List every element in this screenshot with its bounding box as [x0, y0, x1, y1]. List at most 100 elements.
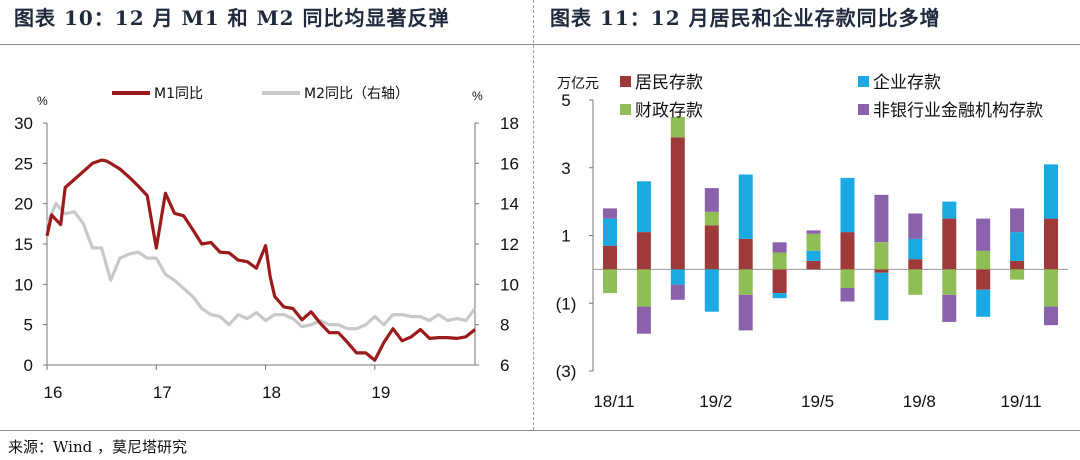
bar-legend-label: 企业存款 [873, 73, 941, 93]
bar-segment [806, 233, 821, 251]
bar-segment [603, 245, 617, 270]
bar-segment [942, 218, 957, 270]
bar-segment [1044, 269, 1058, 307]
footer-divider [0, 430, 1080, 431]
bar-segment [670, 137, 685, 270]
bar-segment [670, 269, 685, 285]
bar-segment [1044, 164, 1058, 219]
bar-segment [840, 232, 855, 270]
bar-x-tick-label: 19/2 [699, 392, 732, 411]
y-right-tick-label: 18 [500, 114, 519, 133]
bar-y-tick-label: 3 [561, 159, 570, 178]
bar-legend-label: 非银行业金融机构存款 [873, 101, 1043, 121]
bar-segment [874, 269, 889, 273]
bar-segment [1044, 306, 1058, 326]
y-left-tick-label: 15 [14, 235, 33, 254]
bar-segment [942, 269, 957, 295]
legend-label-m2: M2同比（右轴） [304, 86, 409, 102]
bar-segment [1010, 232, 1025, 261]
bar-segment [772, 242, 787, 253]
y-left-tick-label: 5 [24, 316, 33, 335]
y-right-tick-label: 8 [500, 316, 509, 335]
bar-legend-swatch [620, 76, 631, 87]
y-left-unit: % [37, 94, 48, 108]
y-left-tick-label: 25 [14, 154, 33, 173]
bar-segment [1044, 218, 1058, 270]
bar-segment [806, 250, 821, 261]
y-left-tick-label: 10 [14, 275, 33, 294]
m1-series-line [45, 158, 477, 362]
bar-segment [840, 269, 855, 288]
y-right-tick-label: 16 [500, 154, 519, 173]
bar-y-tick-label: (3) [556, 362, 577, 381]
header-divider [0, 44, 1080, 45]
bar-segment [738, 174, 753, 239]
x-tick-label: 16 [44, 383, 63, 402]
x-tick-label: 17 [153, 383, 172, 402]
y-right-tick-label: 12 [500, 235, 519, 254]
bar-legend-swatch [858, 104, 869, 115]
bar-segment [738, 238, 753, 270]
bar-segment [670, 284, 685, 300]
bar-legend-label: 财政存款 [635, 101, 703, 121]
y-left-tick-label: 30 [14, 114, 33, 133]
bar-segment [976, 218, 991, 251]
bar-segment [636, 269, 651, 307]
bar-segment [874, 242, 889, 270]
bar-segment [670, 116, 685, 138]
bar-y-tick-label: (1) [556, 294, 577, 313]
bar-segment [772, 269, 787, 294]
bar-legend-swatch [858, 76, 869, 87]
bar-x-tick-label: 19/11 [1000, 392, 1041, 411]
bar-segment [636, 232, 651, 270]
bar-segment [976, 269, 991, 290]
bar-segment [1010, 269, 1025, 280]
bar-segment [738, 294, 753, 331]
bar-segment [806, 230, 821, 234]
legend-label-m1: M1同比 [154, 86, 203, 102]
right-chart-title: 图表 11：12 月居民和企业存款同比多增 [550, 6, 941, 30]
y-right-tick-label: 6 [500, 356, 509, 375]
bar-segment [806, 260, 821, 270]
m2-series-line [45, 202, 477, 331]
bar-segment [976, 250, 991, 270]
x-tick-label: 19 [371, 383, 390, 402]
y-left-tick-label: 20 [14, 195, 33, 214]
bar-segment [636, 306, 651, 334]
bar-segment [636, 181, 651, 233]
x-tick-label: 18 [262, 383, 281, 402]
bar-segment [772, 293, 787, 299]
y-right-tick-label: 10 [500, 275, 519, 294]
panel-divider [533, 0, 534, 430]
bar-segment [603, 208, 617, 219]
bar-legend-swatch [620, 104, 631, 115]
bar-x-tick-label: 19/5 [801, 392, 834, 411]
bar-segment [704, 211, 719, 226]
y-left-tick-label: 0 [24, 356, 33, 375]
bar-segment [772, 252, 787, 270]
bar-y-tick-label: 1 [561, 227, 570, 246]
bar-segment [908, 259, 923, 270]
bar-segment [603, 218, 617, 246]
bar-segment [704, 269, 719, 312]
bar-x-tick-label: 19/8 [903, 392, 936, 411]
bar-segment [874, 194, 889, 243]
bar-segment [908, 238, 923, 260]
bar-segment [840, 177, 855, 233]
y-right-tick-label: 14 [500, 195, 519, 214]
bar-unit-label: 万亿元 [557, 76, 599, 92]
bar-segment [874, 272, 889, 321]
bar-segment [942, 294, 957, 322]
bar-segment [1010, 260, 1025, 270]
bar-y-tick-label: 5 [561, 91, 570, 110]
bar-segment [908, 213, 923, 239]
bar-legend-label: 居民存款 [635, 73, 703, 93]
bar-segment [1010, 208, 1025, 233]
bar-segment [704, 225, 719, 270]
left-chart-title: 图表 10：12 月 M1 和 M2 同比均显著反弹 [14, 6, 450, 30]
source-note: 来源：Wind ，莫尼塔研究 [8, 438, 187, 456]
m1-m2-line-chart: 0 5 10 15 20 25 30 6 8 10 12 14 16 18 16 17 18 19% % M1同比 M2… [14, 86, 519, 402]
bar-segment [840, 288, 855, 302]
deposit-bar-chart: (3) (1) 1 3 5 18/11 19/2 19/5 19/8 19/11 万亿元 居民存款 企业… [556, 73, 1068, 411]
bar-segment [942, 201, 957, 219]
